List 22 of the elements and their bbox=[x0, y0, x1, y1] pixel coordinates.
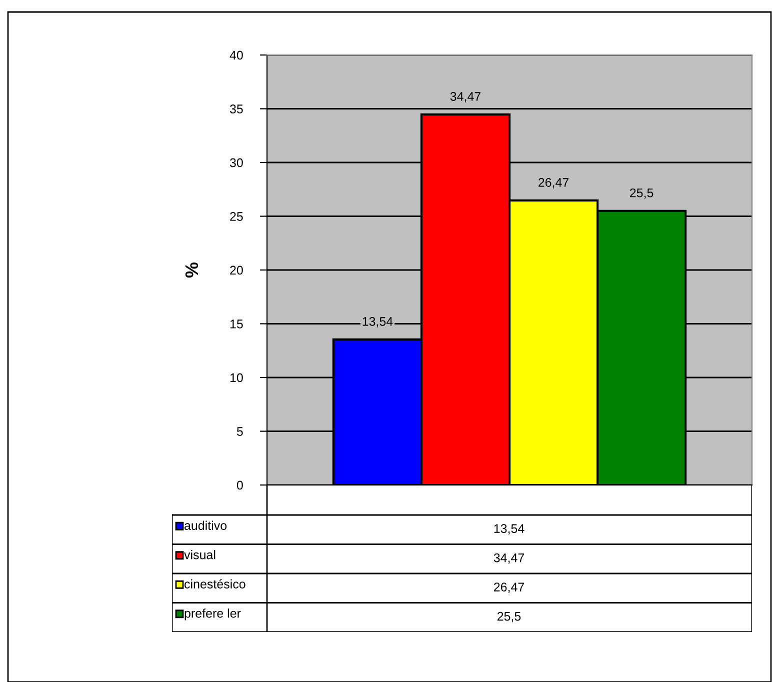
y-tick-label: 5 bbox=[236, 427, 243, 436]
text: 26,47 bbox=[494, 582, 524, 593]
legend-label: auditivo bbox=[184, 520, 227, 530]
y-tick-label: 35 bbox=[230, 104, 243, 114]
legend-label: cinestésico bbox=[184, 579, 246, 588]
text: 25,5 bbox=[497, 612, 521, 622]
y-tick-label: 10 bbox=[230, 373, 243, 382]
legend-label: prefere ler bbox=[184, 608, 241, 620]
y-tick-label: 40 bbox=[230, 50, 243, 60]
y-tick-label: 30 bbox=[230, 158, 243, 168]
text: 34,47 bbox=[494, 553, 524, 564]
y-tick-label: 25 bbox=[230, 212, 243, 221]
data-label: 25,5 bbox=[630, 188, 654, 199]
y-tick-label: 15 bbox=[230, 320, 243, 328]
y-axis-title: % bbox=[185, 262, 198, 278]
y-tick-label: 0 bbox=[236, 480, 243, 490]
data-label: 13,54 bbox=[362, 317, 393, 328]
data-label: 34,47 bbox=[450, 92, 480, 102]
text: 13,54 bbox=[494, 524, 524, 534]
data-label: 26,47 bbox=[538, 178, 569, 188]
legend-label: visual bbox=[184, 550, 216, 560]
y-tick-label: 20 bbox=[230, 266, 243, 275]
